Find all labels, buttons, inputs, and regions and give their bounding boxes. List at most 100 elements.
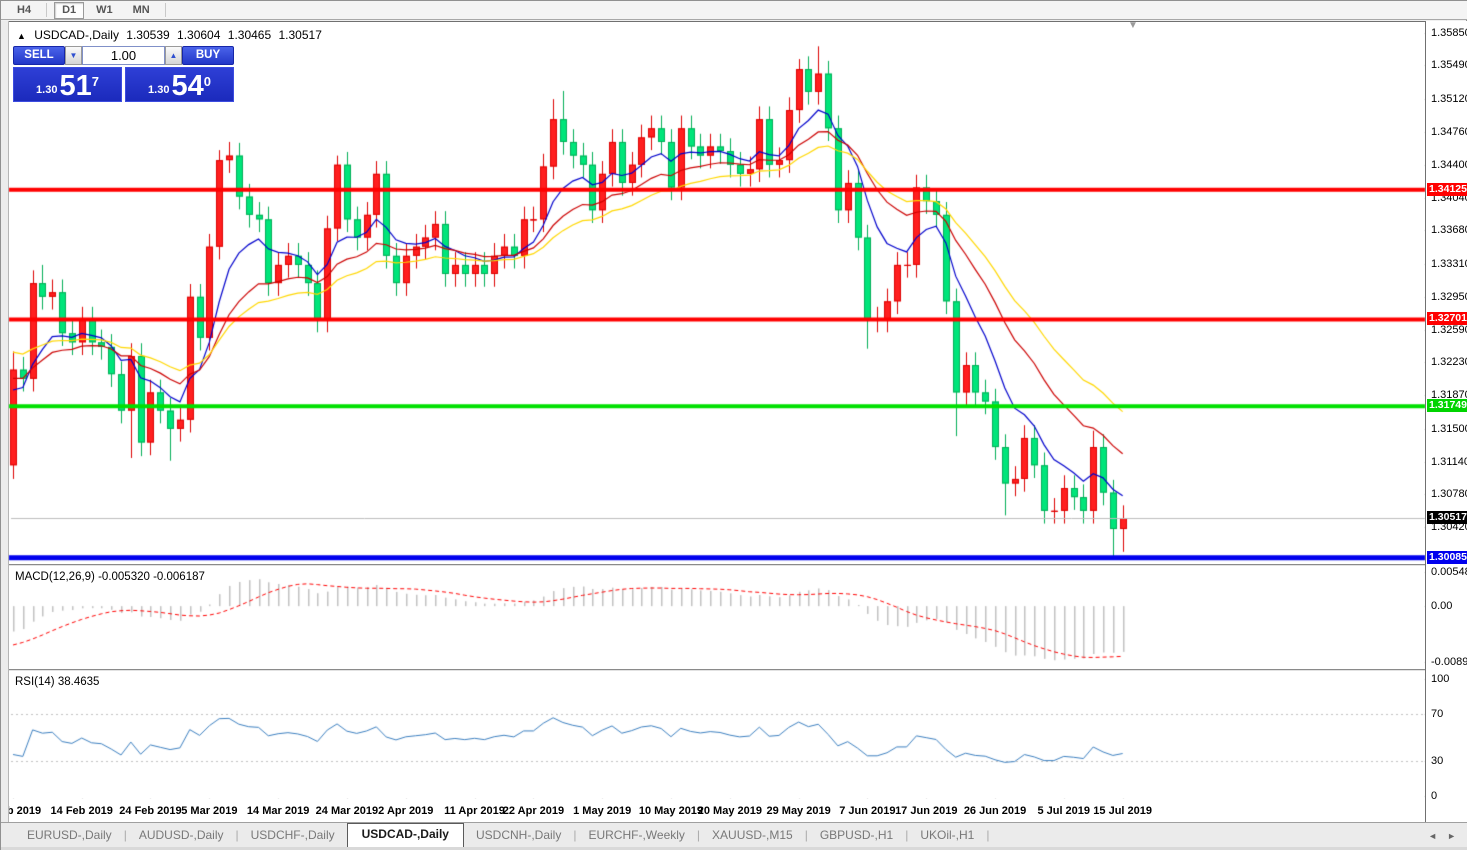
date-label: 14 Feb 2019 — [50, 805, 113, 817]
tab-usdcnh-daily[interactable]: USDCNH-,Daily — [475, 828, 562, 842]
price-tick-label: 1.32230 — [1431, 356, 1467, 369]
date-label: 7 Jun 2019 — [839, 805, 896, 817]
level-price-badge: 1.30085 — [1427, 550, 1467, 564]
timeframe-toolbar: H4 D1 W1 MN — [1, 1, 1467, 20]
price-tick-label: 1.35850 — [1431, 26, 1467, 39]
tab-eurusd-daily[interactable]: EURUSD-,Daily — [27, 828, 112, 842]
rsi-pane[interactable] — [9, 672, 1467, 799]
quote-tiles-row: 1.30 51 7 1.30 54 0 — [13, 67, 234, 102]
buy-price-small: 1.30 — [148, 84, 170, 96]
price-tick-label: 1.31500 — [1431, 422, 1467, 435]
chart-tab-bar: EURUSD-,Daily | AUDUSD-,Daily | USDCHF-,Dail… — [1, 822, 1467, 847]
level-price-badge: 1.34125 — [1427, 182, 1467, 196]
toolbar-separator — [46, 3, 48, 17]
macd-pane[interactable] — [9, 567, 1467, 669]
date-label: 29 May 2019 — [766, 805, 831, 817]
tab-scroll-right-icon[interactable]: ► — [1447, 831, 1456, 841]
volume-input[interactable] — [82, 46, 165, 65]
rsi-tick-label: 100 — [1431, 673, 1450, 685]
tab-xauusd-m15[interactable]: XAUUSD-,M15 — [712, 828, 793, 842]
tab-ukoil-h1[interactable]: UKOil-,H1 — [920, 828, 975, 842]
date-label: 11 Apr 2019 — [444, 805, 505, 817]
date-label: 17 Jun 2019 — [895, 805, 958, 817]
rsi-tick-label: 0 — [1431, 790, 1438, 802]
price-tick-label: 1.34400 — [1431, 158, 1467, 171]
price-tick-label: 1.35490 — [1431, 59, 1467, 72]
macd-label: MACD(12,26,9) -0.005320 -0.006187 — [15, 571, 205, 583]
level-price-badge: 1.31749 — [1427, 399, 1467, 413]
volume-increase-button[interactable]: ▲ — [165, 46, 182, 65]
date-label: 5 Jul 2019 — [1037, 805, 1091, 817]
date-label: 5 Mar 2019 — [181, 805, 238, 817]
price-tick-label: 1.35120 — [1431, 93, 1467, 106]
level-price-badge: 1.32701 — [1427, 312, 1467, 326]
date-label: 22 Apr 2019 — [502, 805, 565, 817]
date-label: 14 Mar 2019 — [246, 805, 310, 817]
main-chart-pane[interactable] — [9, 21, 1467, 564]
macd-name: MACD(12,26,9) — [15, 571, 95, 583]
timeframe-button-d1[interactable]: D1 — [54, 1, 85, 19]
tab-scroll-left-icon[interactable]: ◄ — [1428, 831, 1438, 841]
buy-button[interactable]: BUY — [182, 46, 234, 65]
rsi-label: RSI(14) 38.4635 — [15, 676, 99, 688]
ohlc-low: 1.30465 — [227, 28, 272, 42]
sell-price-big: 51 — [59, 70, 92, 102]
tab-audusd-daily[interactable]: AUDUSD-,Daily — [138, 828, 224, 842]
tab-gbpusd-h1[interactable]: GBPUSD-,H1 — [819, 828, 894, 842]
date-label: 24 Feb 2019 — [119, 805, 182, 817]
price-axis[interactable]: 1.35850 1.35490 1.35120 1.34760 1.34400 1.340… — [1425, 21, 1467, 822]
sell-button[interactable]: SELL — [13, 46, 65, 65]
rsi-tick-label: 30 — [1431, 754, 1444, 767]
date-label: 24 Mar 2019 — [315, 805, 379, 817]
tab-usdcad-daily[interactable]: USDCAD-,Daily — [346, 823, 464, 847]
sell-price-sup: 7 — [91, 74, 99, 89]
buy-quote-tile[interactable]: 1.30 54 0 — [125, 67, 234, 102]
buy-price-big: 54 — [171, 70, 204, 102]
sell-price-small: 1.30 — [36, 84, 58, 96]
price-tick-label: 1.32950 — [1431, 290, 1467, 303]
date-label: 20 May 2019 — [697, 805, 762, 817]
price-tick-label: 1.34760 — [1431, 125, 1467, 138]
macd-values: -0.005320 -0.006187 — [98, 571, 205, 583]
tab-usdchf-daily[interactable]: USDCHF-,Daily — [250, 828, 335, 842]
rsi-value: 38.4635 — [57, 676, 100, 688]
rsi-name: RSI(14) — [15, 676, 55, 688]
chart-shift-marker-icon[interactable]: ▼ — [1128, 20, 1138, 31]
ohlc-high: 1.30604 — [177, 28, 221, 42]
macd-tick-label: 0.005484 — [1431, 566, 1467, 578]
ohlc-open: 1.30539 — [126, 28, 170, 42]
trade-controls-row: SELL ▼ ▲ BUY — [13, 46, 234, 65]
chart-left-margin — [1, 21, 9, 847]
macd-tick-label: -0.008973 — [1431, 656, 1467, 668]
timeframe-button-h4[interactable]: H4 — [17, 3, 32, 16]
buy-price-sup: 0 — [203, 74, 211, 89]
tabs-container: EURUSD-,Daily | AUDUSD-,Daily | USDCHF-,Dail… — [15, 823, 989, 847]
price-tick-label: 1.33680 — [1431, 224, 1467, 237]
date-label: 2 Apr 2019 — [378, 805, 434, 817]
date-label: 1 May 2019 — [573, 805, 632, 817]
toolbar-separator — [164, 3, 166, 17]
tab-eurchf-weekly[interactable]: EURCHF-,Weekly — [588, 828, 685, 842]
date-label: 26 Jun 2019 — [963, 805, 1027, 817]
one-click-trade-panel: SELL ▼ ▲ BUY 1.30 51 7 1.30 54 0 — [13, 46, 234, 102]
timeframe-button-mn[interactable]: MN — [132, 3, 150, 16]
tab-separator: | — [986, 828, 990, 842]
current-price-badge: 1.30517 — [1427, 511, 1467, 525]
collapse-trade-panel-icon[interactable]: ▲ — [17, 31, 26, 41]
price-tick-label: 1.30780 — [1431, 488, 1467, 501]
price-tick-label: 1.31140 — [1431, 455, 1467, 468]
symbol-period-label: USDCAD-,Daily — [34, 28, 119, 42]
ohlc-close: 1.30517 — [278, 28, 322, 42]
price-tick-label: 1.33310 — [1431, 257, 1467, 270]
timeframe-button-w1[interactable]: W1 — [96, 3, 113, 16]
chart-title: ▲ USDCAD-,Daily 1.30539 1.30604 1.30465 … — [17, 28, 326, 42]
date-label: 15 Jul 2019 — [1093, 805, 1153, 817]
volume-decrease-button[interactable]: ▼ — [65, 46, 82, 65]
macd-tick-label: 0.00 — [1431, 600, 1453, 613]
date-label: 10 May 2019 — [638, 805, 704, 817]
rsi-tick-label: 70 — [1431, 708, 1444, 721]
tab-scroll-controls: ◄ ► — [1428, 831, 1467, 847]
sell-quote-tile[interactable]: 1.30 51 7 — [13, 67, 122, 102]
